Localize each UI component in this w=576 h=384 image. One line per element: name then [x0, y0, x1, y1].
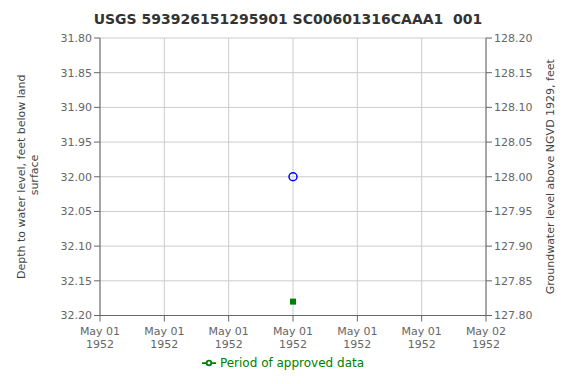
svg-text:128.10: 128.10: [494, 101, 533, 114]
svg-text:32.05: 32.05: [61, 205, 93, 218]
svg-text:May 011952: May 011952: [337, 325, 377, 351]
svg-text:31.90: 31.90: [61, 101, 93, 114]
html-text:USGS 593926151295901 SC0060131: USGS 593926151295901 SC00601316CAAA1 001: [93, 11, 483, 27]
svg-text:Depth to water level, feet bel: Depth to water level, feet below land su…: [15, 74, 41, 279]
svg-text:128.00: 128.00: [494, 171, 533, 184]
svg-text:127.95: 127.95: [494, 205, 533, 218]
svg-text:127.80: 127.80: [494, 309, 533, 322]
svg-text:32.00: 32.00: [61, 171, 93, 184]
svg-text:32.10: 32.10: [61, 240, 93, 253]
svg-text:31.85: 31.85: [61, 67, 93, 80]
svg-text:May 011952: May 011952: [402, 325, 442, 351]
svg-text:128.20: 128.20: [494, 32, 533, 45]
html-text:Period of approved data: Period of approved data: [219, 355, 365, 370]
svg-text:May 011952: May 011952: [273, 325, 313, 351]
svg-text:31.80: 31.80: [61, 32, 93, 45]
svg-text:31.95: 31.95: [61, 136, 93, 149]
svg-text:May 021952: May 021952: [466, 325, 506, 351]
svg-text:32.20: 32.20: [61, 309, 93, 322]
svg-text:May 011952: May 011952: [80, 325, 120, 351]
svg-text:127.90: 127.90: [494, 240, 533, 253]
svg-text:32.15: 32.15: [61, 275, 93, 288]
svg-text:May 011952: May 011952: [209, 325, 249, 351]
svg-text:128.15: 128.15: [494, 67, 533, 80]
svg-text:Groundwater level above NGVD 1: Groundwater level above NGVD 1929, feet: [544, 59, 557, 295]
svg-text:127.85: 127.85: [494, 275, 533, 288]
svg-text:May 011952: May 011952: [144, 325, 184, 351]
svg-text:128.05: 128.05: [494, 136, 533, 149]
